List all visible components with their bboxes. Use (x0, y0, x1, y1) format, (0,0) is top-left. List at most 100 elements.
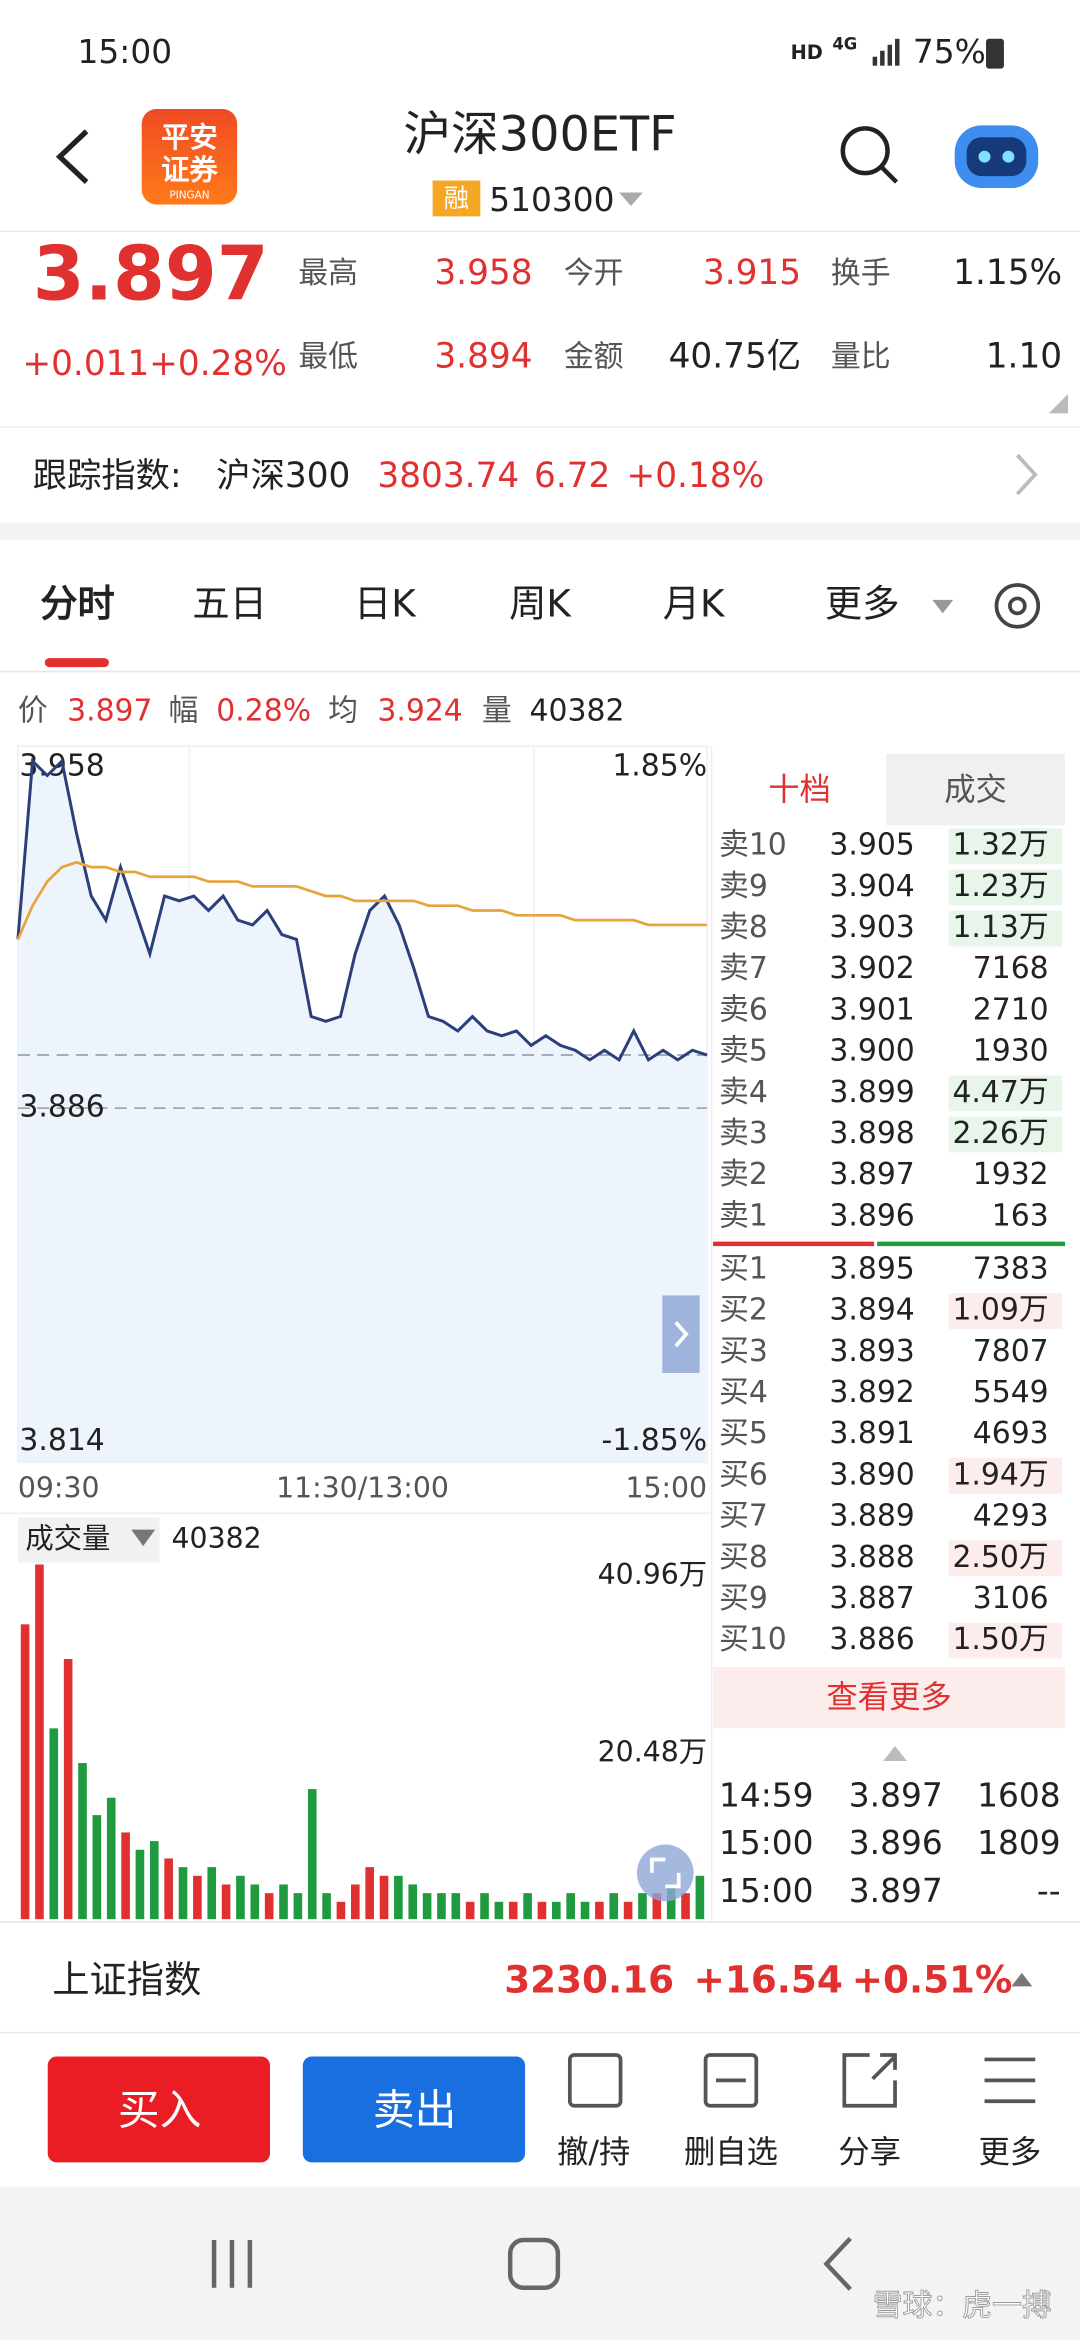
tool-icon[interactable] (703, 2053, 759, 2108)
book-label: 卖8 (719, 910, 768, 945)
tab[interactable]: 五日 (192, 581, 267, 625)
tool-label[interactable]: 分享 (838, 2134, 901, 2170)
settings-button[interactable] (994, 583, 1041, 629)
tracking-arrow[interactable] (1015, 453, 1038, 496)
volume-highlight (948, 1458, 1063, 1494)
nav-recent[interactable] (211, 2240, 253, 2288)
volume-bar (221, 1884, 231, 1920)
x-tick-label: 09:30 (18, 1471, 100, 1504)
tool-icon[interactable] (984, 2057, 1036, 2104)
volume-bar (207, 1867, 217, 1920)
volume-value: 40382 (172, 1522, 262, 1555)
book-volume: 1930 (973, 1034, 1049, 1069)
volume-bar (480, 1893, 489, 1920)
tool-icon[interactable] (842, 2053, 897, 2108)
trade-time: 14:59 (719, 1776, 814, 1814)
search-button[interactable] (840, 126, 899, 184)
y2-tick-label: 1.85% (612, 749, 707, 784)
book-volume: 4293 (973, 1499, 1049, 1534)
nav-back[interactable] (823, 2236, 852, 2291)
volume-selector[interactable] (17, 1517, 160, 1563)
field-value: 1.15% (953, 253, 1062, 293)
volume-bar (638, 1893, 647, 1920)
tracking-label: 跟踪指数: (33, 456, 182, 496)
code-dropdown[interactable] (619, 192, 643, 206)
app-logo[interactable] (141, 108, 238, 205)
more-button[interactable] (713, 1666, 1066, 1729)
last-price: 3.897 (33, 231, 269, 318)
tab[interactable]: 月K (663, 581, 726, 625)
collapse-arrow[interactable] (883, 1746, 907, 1761)
tool-label[interactable]: 更多 (979, 2134, 1042, 2170)
book-label: 买4 (719, 1375, 768, 1410)
stock-title: 沪深300ETF (403, 107, 676, 162)
field-value: 1.10 (986, 337, 1062, 377)
margin-badge (432, 180, 481, 217)
side-toggle[interactable] (662, 1295, 700, 1373)
field-value: 3.915 (703, 253, 801, 293)
y-tick-label: 3.814 (19, 1423, 104, 1458)
book-price: 3.897 (829, 1157, 914, 1192)
status-battery: 75% (913, 33, 986, 71)
volume-bar (63, 1659, 73, 1920)
book-tab[interactable]: 成交 (944, 772, 1007, 808)
tool-icon[interactable] (567, 2053, 623, 2108)
tracking-change-pct: +0.18% (627, 456, 765, 496)
book-price: 3.893 (829, 1334, 914, 1369)
field-label: 最高 (298, 256, 358, 291)
book-label: 买1 (719, 1251, 768, 1286)
book-volume: 1.50万 (952, 1622, 1048, 1657)
tab[interactable]: 周K (509, 581, 572, 625)
ask-divider (713, 1241, 875, 1247)
expand-corner[interactable] (1048, 393, 1069, 414)
book-price: 3.905 (829, 828, 914, 863)
volume-bar (494, 1901, 504, 1920)
tab[interactable]: 分时 (40, 581, 115, 625)
volume-bar (92, 1815, 102, 1920)
field-label: 换手 (831, 256, 891, 291)
fullscreen-button[interactable] (636, 1844, 694, 1902)
index-expand[interactable] (1011, 1972, 1033, 1987)
book-price: 3.888 (829, 1540, 914, 1575)
volume-label: 成交量 (25, 1522, 110, 1555)
back-button[interactable] (55, 129, 89, 184)
nav-home[interactable] (507, 2237, 561, 2291)
book-price: 3.902 (829, 951, 914, 986)
volume-bar (236, 1875, 245, 1920)
book-label: 卖4 (719, 1075, 768, 1110)
volume-bar (523, 1893, 532, 1920)
field-value: 40.75亿 (669, 337, 801, 377)
field-label: 金额 (564, 340, 624, 375)
trade-time: 15:00 (719, 1824, 814, 1862)
tab[interactable]: 更多 (825, 581, 900, 625)
book-volume: 1.09万 (952, 1293, 1048, 1328)
signal-bars (872, 38, 900, 66)
info-value: 3.897 (67, 693, 152, 728)
book-label: 买2 (719, 1293, 768, 1328)
buy-button[interactable] (47, 2056, 271, 2163)
sell-button-text: 卖出 (373, 2086, 457, 2135)
book-volume: 4.47万 (952, 1075, 1048, 1110)
field-label: 今开 (564, 256, 624, 291)
volume-bar (451, 1893, 461, 1920)
more-dropdown[interactable] (932, 599, 954, 614)
book-price: 3.894 (829, 1293, 914, 1328)
sell-button[interactable] (302, 2056, 526, 2163)
book-tab[interactable]: 十档 (768, 772, 831, 808)
book-price: 3.898 (829, 1116, 914, 1151)
nav-bar (0, 2186, 1080, 2340)
assistant-button[interactable] (954, 125, 1039, 189)
volume-tick-label: 40.96万 (598, 1558, 707, 1591)
trades-tab[interactable] (886, 753, 1066, 826)
active-tab-indicator (44, 658, 109, 668)
tab[interactable]: 日K (354, 581, 417, 625)
book-price: 3.896 (829, 1198, 914, 1233)
book-volume: 2.26万 (952, 1116, 1048, 1151)
trade-price: 3.897 (849, 1776, 943, 1814)
index-change-pct: +0.51% (852, 1957, 1013, 2001)
stock-code: 510300 (489, 181, 614, 219)
tool-label[interactable]: 撤/持 (557, 2134, 630, 2170)
tool-label[interactable]: 删自选 (684, 2134, 778, 2170)
volume-bar (307, 1789, 317, 1920)
